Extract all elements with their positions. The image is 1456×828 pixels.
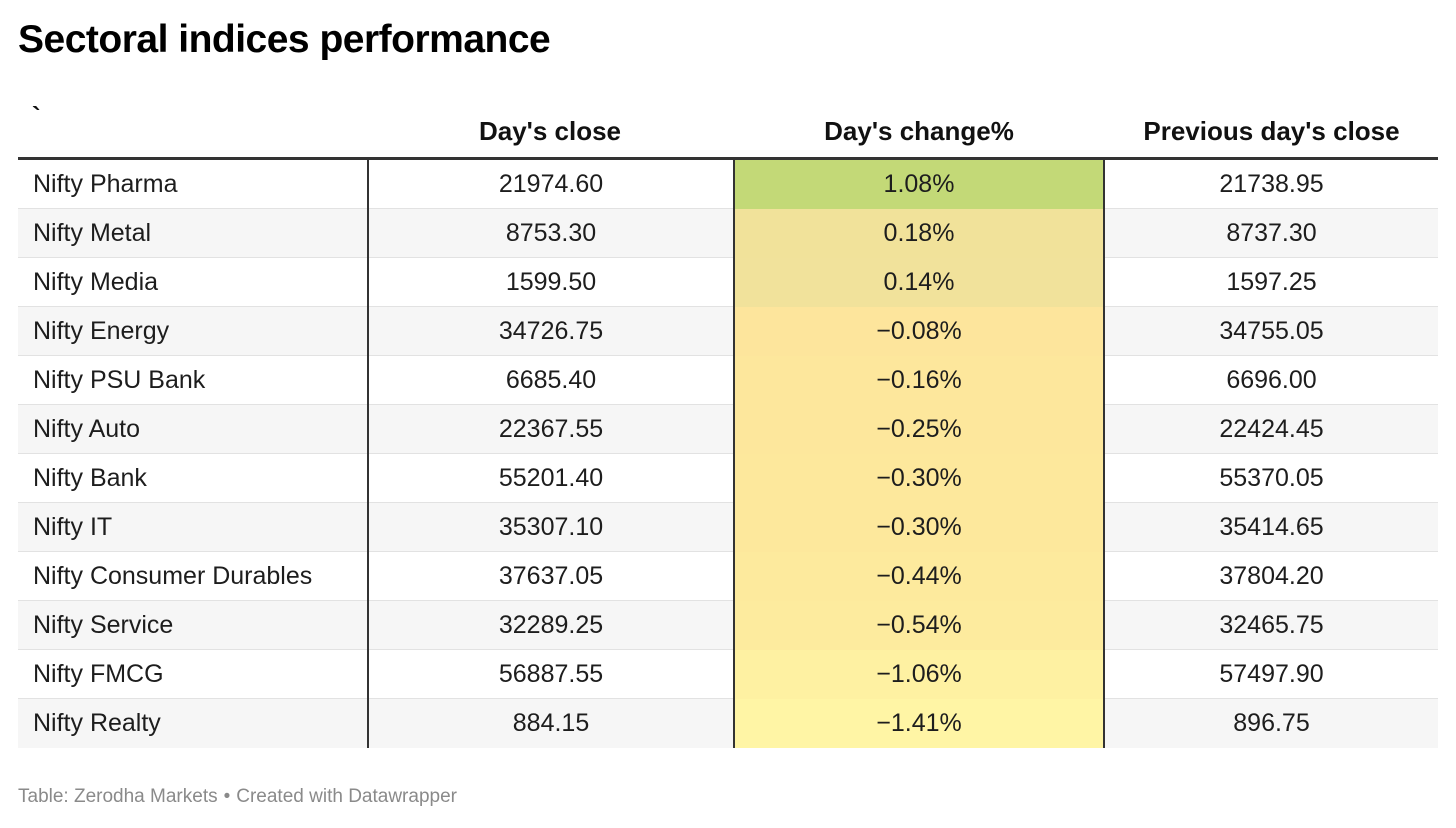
cell-days-change: −0.30% [733,503,1105,552]
cell-previous-close: 34755.05 [1219,317,1324,345]
cell-days-close: 35307.10 [367,503,733,552]
credit-note: Created with Datawrapper [236,786,457,807]
cell-days-close: 21974.60 [367,160,733,209]
cell-days-close: 34726.75 [367,307,733,356]
cell-days-change: 0.18% [733,209,1105,258]
cell-index-name: Nifty Media [33,268,159,296]
table-row: Nifty Realty 884.15 −1.41% 896.75 [18,699,1438,748]
table-row: Nifty PSU Bank 6685.40 −0.16% 6696.00 [18,356,1438,405]
cell-index-name: Nifty Service [33,611,174,639]
cell-index-name: Nifty IT [33,513,113,541]
column-header-name[interactable]: ` [32,101,41,131]
cell-days-close: 6685.40 [367,356,733,405]
table-row: Nifty FMCG 56887.55 −1.06% 57497.90 [18,650,1438,699]
cell-index-name: Nifty Pharma [33,170,178,198]
cell-days-change: −1.41% [733,699,1105,748]
cell-previous-close: 35414.65 [1219,513,1324,541]
cell-days-close: 32289.25 [367,601,733,650]
footer-separator: • [223,786,231,807]
table-row: Nifty Media 1599.50 0.14% 1597.25 [18,258,1438,307]
cell-days-change: −0.08% [733,307,1105,356]
column-header-previous-close[interactable]: Previous day's close [1143,116,1400,146]
cell-days-change: −0.16% [733,356,1105,405]
cell-previous-close: 32465.75 [1219,611,1324,639]
chart-title: Sectoral indices performance [18,18,551,61]
cell-previous-close: 1597.25 [1226,268,1317,296]
table-row: Nifty Pharma 21974.60 1.08% 21738.95 [18,160,1438,209]
table-row: Nifty Auto 22367.55 −0.25% 22424.45 [18,405,1438,454]
source-note: Table: Zerodha Markets [18,786,218,807]
sectoral-indices-table: ` Day's close Day's change% Previous day… [18,96,1438,748]
cell-previous-close: 22424.45 [1219,415,1324,443]
cell-days-change: −0.44% [733,552,1105,601]
cell-index-name: Nifty Energy [33,317,170,345]
cell-days-change: 1.08% [733,160,1105,209]
cell-index-name: Nifty Metal [33,219,152,247]
cell-previous-close: 37804.20 [1219,562,1324,590]
cell-previous-close: 6696.00 [1226,366,1317,394]
cell-index-name: Nifty Bank [33,464,147,492]
cell-days-change: 0.14% [733,258,1105,307]
cell-days-change: −0.30% [733,454,1105,503]
cell-days-change: −0.54% [733,601,1105,650]
table-row: Nifty Consumer Durables 37637.05 −0.44% 378… [18,552,1438,601]
cell-previous-close: 21738.95 [1219,170,1324,198]
cell-days-close: 1599.50 [367,258,733,307]
cell-days-close: 884.15 [367,699,733,748]
table-row: Nifty IT 35307.10 −0.30% 35414.65 [18,503,1438,552]
table-footer: Table: Zerodha Markets • Created with Data… [18,786,457,808]
table-row: Nifty Bank 55201.40 −0.30% 55370.05 [18,454,1438,503]
cell-days-close: 56887.55 [367,650,733,699]
column-header-days-close[interactable]: Day's close [478,116,622,146]
table-header: ` Day's close Day's change% Previous day… [18,96,1438,160]
cell-previous-close: 8737.30 [1226,219,1317,247]
cell-previous-close: 55370.05 [1219,464,1324,492]
cell-index-name: Nifty Realty [33,709,161,737]
table-row: Nifty Energy 34726.75 −0.08% 34755.05 [18,307,1438,356]
cell-days-close: 22367.55 [367,405,733,454]
cell-days-close: 8753.30 [367,209,733,258]
cell-previous-close: 896.75 [1233,709,1310,737]
cell-days-change: −1.06% [733,650,1105,699]
cell-index-name: Nifty FMCG [33,660,164,688]
column-header-days-change[interactable]: Day's change% [824,116,1014,146]
cell-days-close: 55201.40 [367,454,733,503]
cell-days-change: −0.25% [733,405,1105,454]
table-row: Nifty Service 32289.25 −0.54% 32465.75 [18,601,1438,650]
cell-previous-close: 57497.90 [1219,660,1324,688]
cell-days-close: 37637.05 [367,552,733,601]
table-row: Nifty Metal 8753.30 0.18% 8737.30 [18,209,1438,258]
cell-index-name: Nifty Auto [33,415,140,443]
table-body: Nifty Pharma 21974.60 1.08% 21738.95 Nifty M… [18,160,1438,748]
cell-index-name: Nifty Consumer Durables [33,562,313,590]
cell-index-name: Nifty PSU Bank [33,366,206,394]
